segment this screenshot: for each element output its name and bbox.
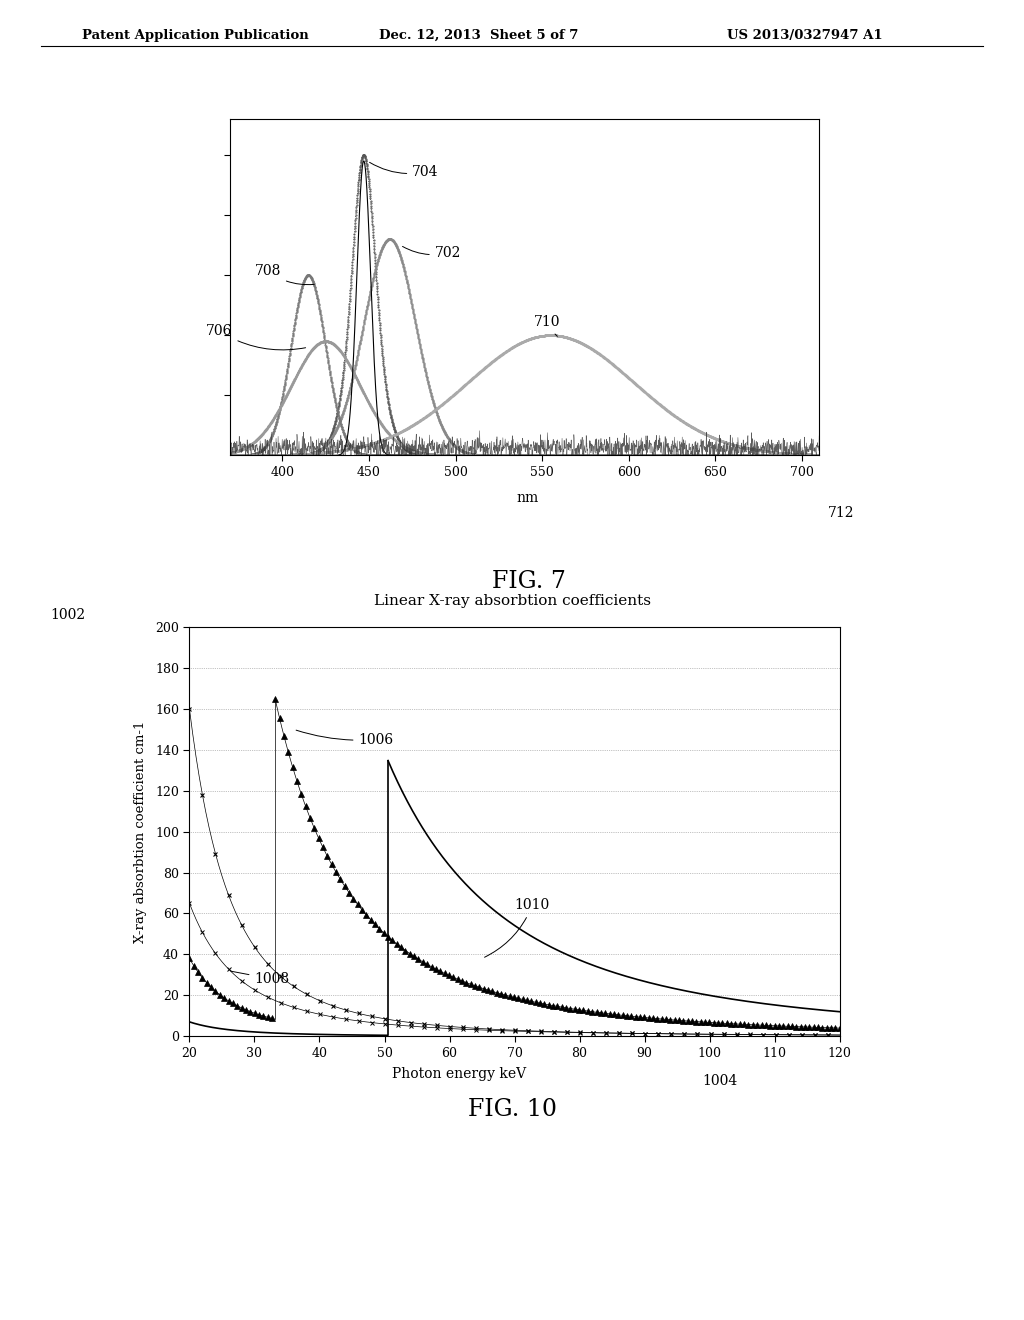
Text: Dec. 12, 2013  Sheet 5 of 7: Dec. 12, 2013 Sheet 5 of 7 <box>379 29 579 42</box>
Text: 710: 710 <box>534 315 560 337</box>
Text: 1008: 1008 <box>231 972 290 986</box>
Text: FIG. 10: FIG. 10 <box>468 1098 556 1121</box>
Text: US 2013/0327947 A1: US 2013/0327947 A1 <box>727 29 883 42</box>
Text: 706: 706 <box>206 325 305 350</box>
Text: 704: 704 <box>370 162 438 180</box>
Text: 1002: 1002 <box>50 609 85 622</box>
Text: Linear X-ray absorbtion coefficients: Linear X-ray absorbtion coefficients <box>374 594 650 609</box>
Text: Patent Application Publication: Patent Application Publication <box>82 29 308 42</box>
Text: 1010: 1010 <box>484 899 550 957</box>
Text: 1006: 1006 <box>296 730 393 747</box>
Text: 702: 702 <box>402 246 461 260</box>
Text: nm: nm <box>516 491 539 506</box>
Text: 708: 708 <box>255 264 314 285</box>
Y-axis label: X-ray absorbtion coefficient cm-1: X-ray absorbtion coefficient cm-1 <box>134 721 146 942</box>
Text: 1004: 1004 <box>702 1074 737 1089</box>
Text: Photon energy keV: Photon energy keV <box>392 1067 525 1081</box>
Text: FIG. 7: FIG. 7 <box>493 570 566 593</box>
Text: 712: 712 <box>827 506 854 520</box>
